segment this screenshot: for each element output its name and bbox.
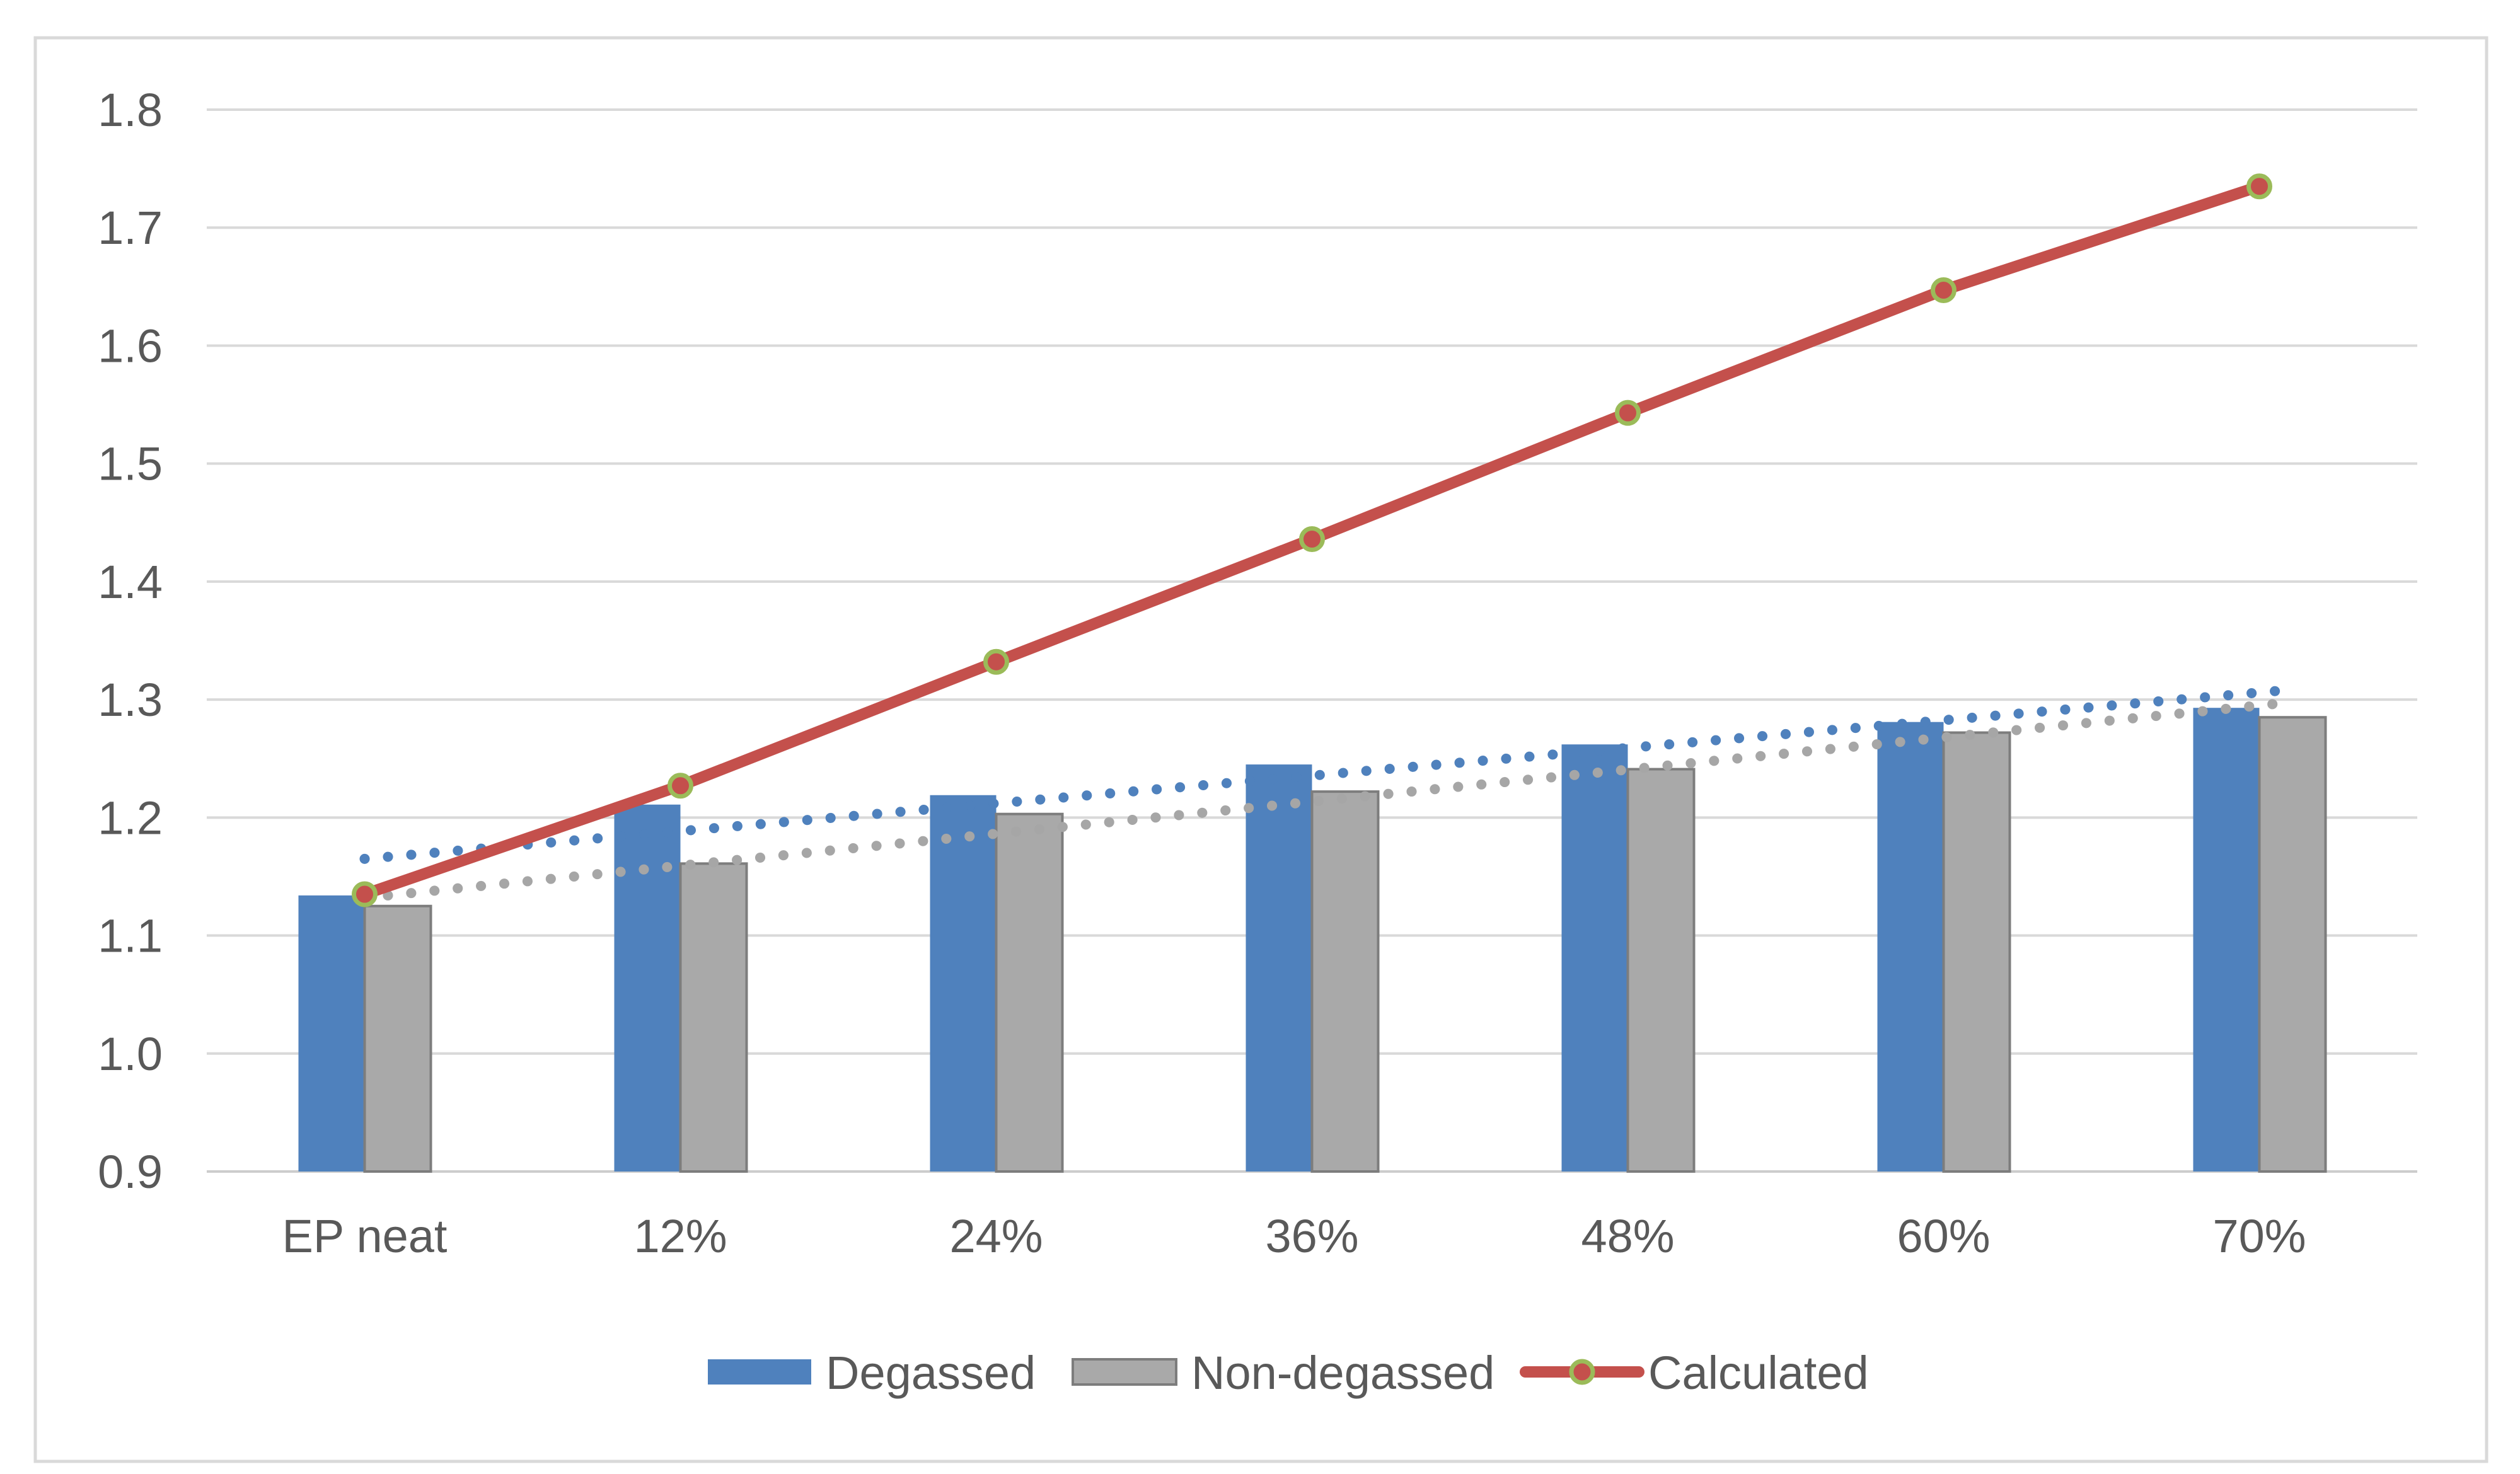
- bar-degassed: [1561, 744, 1628, 1172]
- bar-non-degassed: [2258, 716, 2327, 1173]
- legend-label-non-degassed: Non-degassed: [1191, 1347, 1494, 1399]
- y-tick-label: 1.4: [98, 556, 163, 608]
- trendline-degassed: [359, 684, 2293, 864]
- bar-non-degassed: [363, 904, 432, 1173]
- bar-degassed: [2193, 708, 2260, 1172]
- trendline-non-degassed: [359, 697, 2293, 903]
- y-tick-label: 1.0: [98, 1028, 163, 1080]
- y-tick-label: 1.6: [98, 320, 163, 372]
- legend-label-degassed: Degassed: [826, 1347, 1036, 1399]
- calculated-marker: [2246, 173, 2272, 200]
- calculated-marker: [1299, 526, 1325, 552]
- y-tick-label: 1.3: [98, 674, 163, 726]
- bar-degassed: [1877, 722, 1944, 1172]
- y-tick-label: 1.2: [98, 792, 163, 844]
- legend-label-calculated: Calculated: [1648, 1347, 1869, 1399]
- legend-swatch-degassed: [708, 1359, 811, 1385]
- calculated-marker: [668, 773, 693, 799]
- bar-degassed: [298, 895, 365, 1172]
- x-category-label: 60%: [1897, 1210, 1990, 1262]
- x-category-label: 70%: [2212, 1210, 2306, 1262]
- bar-non-degassed: [1310, 790, 1380, 1173]
- x-category-label: 48%: [1581, 1210, 1674, 1262]
- calculated-marker: [983, 648, 1009, 675]
- bar-non-degassed: [1626, 768, 1696, 1173]
- x-category-label: 12%: [633, 1210, 727, 1262]
- x-category-label: EP neat: [282, 1210, 448, 1262]
- y-tick-label: 1.5: [98, 438, 163, 490]
- y-tick-label: 0.9: [98, 1146, 163, 1198]
- x-category-label: 36%: [1265, 1210, 1358, 1262]
- y-tick-label: 1.8: [98, 84, 163, 136]
- bar-non-degassed: [1942, 731, 2011, 1173]
- y-tick-label: 1.7: [98, 202, 163, 254]
- bar-non-degassed: [995, 812, 1064, 1173]
- bar-degassed: [930, 795, 997, 1172]
- chart-frame: [33, 36, 2488, 1463]
- calculated-marker: [352, 881, 378, 907]
- calculated-marker: [1615, 400, 1641, 426]
- calculated-marker: [1931, 277, 1956, 303]
- y-tick-label: 1.1: [98, 910, 163, 962]
- bar-degassed: [1246, 764, 1312, 1172]
- x-category-label: 24%: [949, 1210, 1043, 1262]
- bar-degassed: [614, 804, 681, 1172]
- bar-non-degassed: [679, 862, 748, 1173]
- legend-swatch-non-degassed: [1072, 1358, 1177, 1386]
- legend-marker-calculated: [1569, 1359, 1595, 1385]
